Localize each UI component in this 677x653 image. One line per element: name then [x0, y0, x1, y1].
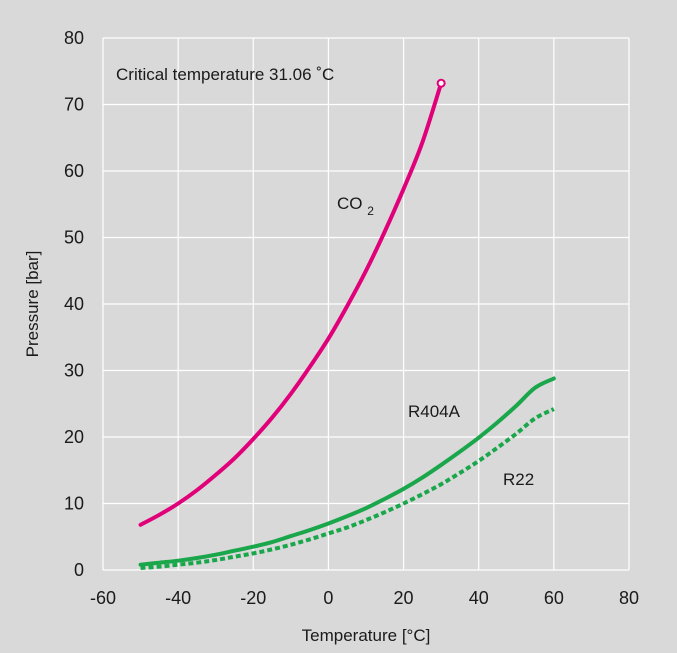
y-tick-label: 70: [64, 95, 84, 115]
x-axis-title: Temperature [°C]: [302, 626, 431, 645]
series-line-r404a: [138, 376, 556, 567]
x-tick-label: 40: [469, 588, 489, 608]
y-tick-label: 40: [64, 294, 84, 314]
x-tick-label: -20: [240, 588, 266, 608]
series-label-co2-main: CO: [337, 194, 363, 213]
x-tick-labels: -60 -40 -20 0 20 40 60 80: [90, 588, 639, 608]
critical-temperature-annotation: Critical temperature 31.06 ˚C: [116, 65, 334, 84]
x-tick-label: 60: [544, 588, 564, 608]
series-label-r22: R22: [503, 470, 534, 489]
y-tick-label: 30: [64, 361, 84, 381]
y-tick-label: 50: [64, 228, 84, 248]
y-axis-title: Pressure [bar]: [23, 251, 42, 358]
x-tick-label: -60: [90, 588, 116, 608]
series-line-r22: [140, 407, 555, 570]
y-tick-label: 0: [74, 560, 84, 580]
x-tick-label: 80: [619, 588, 639, 608]
series-label-co2: CO 2: [337, 194, 374, 218]
series-label-r404a: R404A: [408, 402, 461, 421]
y-tick-labels: 0 10 20 30 40 50 60 70 80: [64, 28, 84, 580]
y-tick-label: 10: [64, 494, 84, 514]
x-tick-label: 0: [323, 588, 333, 608]
y-tick-label: 60: [64, 161, 84, 181]
grid: [102, 37, 630, 571]
series-lines: [138, 78, 556, 570]
y-tick-label: 80: [64, 28, 84, 48]
y-tick-label: 20: [64, 427, 84, 447]
series-line-co2: [138, 81, 444, 527]
critical-point-marker: [436, 78, 446, 88]
series-label-co2-sub: 2: [367, 204, 374, 218]
x-tick-label: -40: [165, 588, 191, 608]
x-tick-label: 20: [394, 588, 414, 608]
